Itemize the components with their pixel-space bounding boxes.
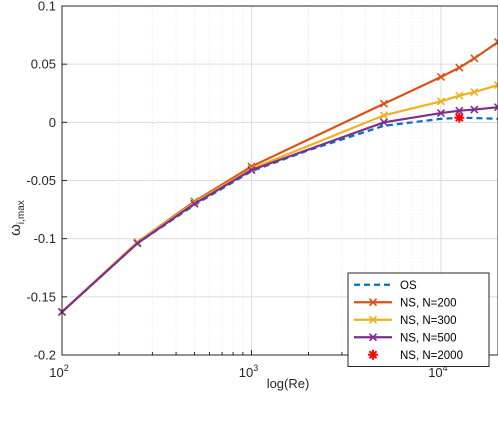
legend-marker: [368, 350, 378, 359]
legend-label: OS: [400, 280, 417, 292]
data-point: [133, 239, 142, 248]
point-stroke: [436, 108, 446, 118]
point-stroke: [455, 106, 464, 115]
point-stroke: [247, 165, 256, 175]
data-point: [379, 111, 388, 120]
data-point: [455, 106, 464, 115]
point-stroke: [493, 83, 498, 90]
y-axis-label-symbol: ω: [7, 224, 24, 236]
y-axis-label-subscript: i,max: [16, 200, 27, 224]
x-tick-label: 103: [239, 363, 258, 380]
point-stroke: [493, 106, 498, 112]
data-point: [470, 88, 479, 97]
legend-label: NS, N=500: [400, 332, 457, 344]
data-point: [470, 54, 479, 63]
point-stroke: [455, 113, 464, 122]
point-stroke: [436, 72, 446, 82]
x-axis-label: log(Re): [267, 376, 310, 391]
y-tick-label: -0.2: [34, 348, 56, 363]
data-point: [379, 99, 388, 108]
data-point: [436, 97, 446, 106]
legend-entry: NS, N=2000: [368, 349, 463, 362]
legend-marker: [368, 298, 378, 307]
legend-label: NS, N=200: [400, 297, 457, 309]
data-point: [493, 81, 498, 90]
svg-text:ωi,max: ωi,max: [7, 200, 27, 236]
legend-entry: OS: [354, 280, 417, 292]
data-point: [436, 108, 446, 118]
data-point: [454, 112, 465, 123]
point-stroke: [470, 88, 479, 97]
data-point: [190, 199, 199, 208]
legend-entry: NS, N=500: [354, 332, 457, 344]
legend-label: NS, N=300: [400, 315, 457, 327]
data-point: [379, 118, 388, 127]
legend-marker: [368, 315, 378, 324]
y-tick-label: 0: [49, 115, 56, 130]
data-point: [470, 105, 479, 114]
data-point: [493, 103, 498, 112]
x-tick-label: 102: [49, 363, 68, 380]
point-stroke: [493, 40, 498, 47]
data-point: [493, 37, 498, 47]
point-stroke: [190, 199, 199, 208]
y-tick-label: -0.05: [26, 173, 56, 188]
legend: OS NS, N=200 NS, N=300 NS, N=500 NS, N=2000: [347, 272, 490, 367]
point-stroke: [493, 37, 498, 44]
data-point: [247, 165, 256, 175]
point-stroke: [493, 81, 498, 87]
data-point: [455, 63, 464, 72]
y-axis-label: ωi,max: [7, 200, 27, 236]
data-point: [436, 72, 446, 82]
point-stroke: [455, 63, 464, 72]
point-stroke: [379, 118, 388, 127]
point-stroke: [470, 105, 479, 114]
y-tick-label: 0.05: [31, 57, 56, 72]
legend-marker: [368, 333, 378, 342]
y-tick-label: 0.1: [38, 0, 56, 14]
point-stroke: [455, 91, 464, 100]
point-stroke: [493, 103, 498, 109]
point-stroke: [247, 162, 256, 171]
point-stroke: [436, 97, 446, 106]
y-tick-label: -0.15: [26, 289, 56, 304]
legend-label: NS, N=2000: [400, 350, 463, 362]
point-stroke: [470, 54, 479, 63]
data-point: [455, 91, 464, 100]
point-stroke: [133, 239, 142, 248]
point-stroke: [379, 111, 388, 120]
legend-entry: NS, N=300: [354, 315, 457, 327]
legend-entry: NS, N=200: [354, 297, 457, 309]
point-stroke: [379, 99, 388, 108]
x-tick-label: 104: [428, 363, 447, 380]
y-tick-label: -0.1: [34, 231, 56, 246]
